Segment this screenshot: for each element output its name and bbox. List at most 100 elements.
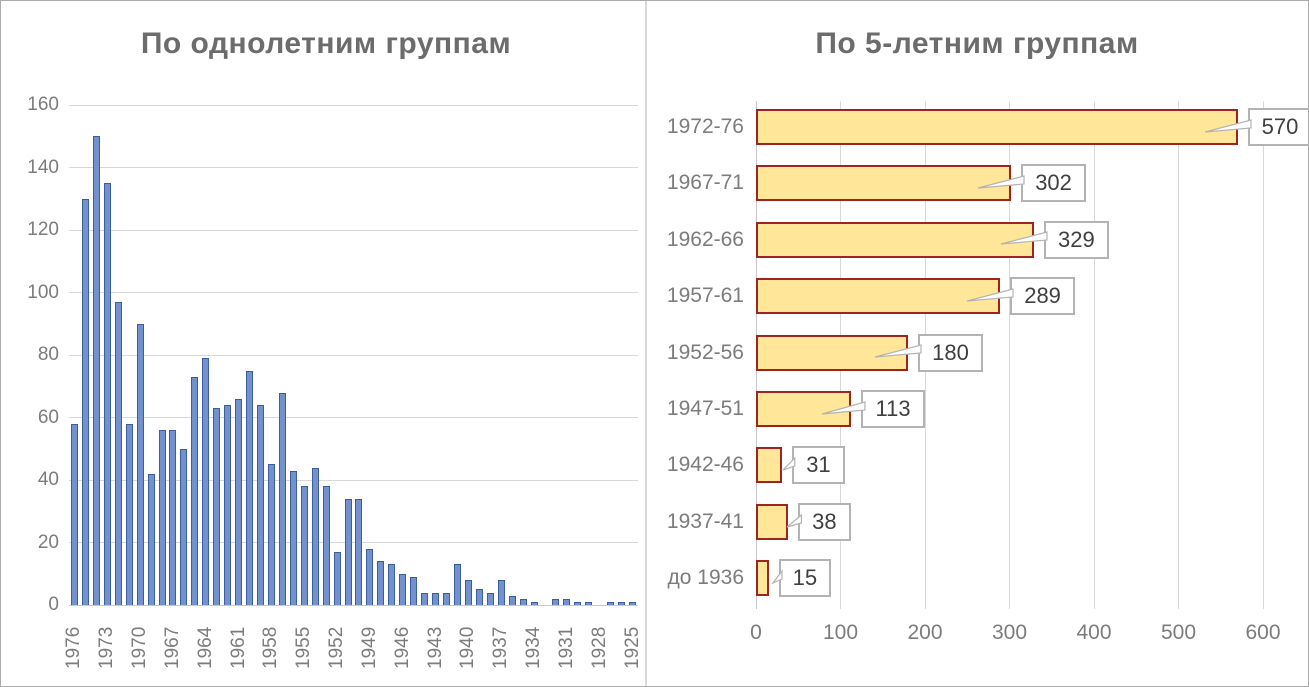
bar-1967 bbox=[169, 430, 177, 605]
hbar-1952-56 bbox=[756, 334, 909, 371]
bar-1971 bbox=[125, 423, 133, 605]
value-callout-до 1936: 15 bbox=[770, 559, 832, 598]
hbar-1942-46 bbox=[756, 447, 783, 484]
bar-1966 bbox=[180, 448, 188, 605]
hbar-1967-71 bbox=[756, 165, 1012, 202]
gridline-y-20 bbox=[69, 542, 638, 543]
bar-1976 bbox=[70, 423, 78, 605]
bar-1946 bbox=[399, 573, 407, 605]
callout-wedge bbox=[1000, 231, 1048, 246]
value-callout-text: 31 bbox=[806, 452, 831, 478]
callout-wedge bbox=[786, 513, 802, 528]
bar-1970 bbox=[136, 323, 144, 605]
x-tick-label-1943: 1943 bbox=[425, 613, 447, 669]
bar-1925 bbox=[629, 601, 637, 605]
bar-1945 bbox=[410, 576, 418, 605]
bar-1937 bbox=[497, 580, 505, 605]
bar-1926 bbox=[618, 601, 626, 605]
x-tick-text: 1973 bbox=[96, 626, 118, 669]
x-tick-label-1949: 1949 bbox=[359, 613, 381, 669]
bar-1944 bbox=[421, 592, 429, 605]
x-tick-label-1928: 1928 bbox=[589, 613, 611, 669]
panel-divider bbox=[645, 1, 647, 686]
bar-1942 bbox=[443, 592, 450, 605]
bar-1956 bbox=[289, 470, 297, 605]
gridline-y-160 bbox=[69, 104, 638, 106]
gridline-y-80 bbox=[69, 354, 638, 356]
category-label-1972-76: 1972-76 bbox=[666, 114, 744, 138]
x-tick-text: 1946 bbox=[391, 626, 413, 669]
x-tick-label-400: 400 bbox=[1076, 621, 1112, 644]
y-tick-label-120: 120 bbox=[27, 219, 59, 240]
value-callout-text: 15 bbox=[792, 565, 818, 591]
hbar-1957-61 bbox=[756, 278, 1001, 315]
y-tick-label-140: 140 bbox=[27, 156, 59, 178]
x-tick-label-1952: 1952 bbox=[326, 613, 348, 669]
bar-1943 bbox=[432, 592, 440, 605]
x-tick-label-300: 300 bbox=[991, 621, 1028, 644]
bar-1947 bbox=[388, 564, 396, 605]
bar-1931 bbox=[563, 598, 571, 605]
bar-1957 bbox=[278, 392, 286, 605]
bar-1954 bbox=[311, 467, 319, 605]
value-callout-text: 302 bbox=[1035, 170, 1072, 196]
x-tick-label-1955: 1955 bbox=[293, 613, 315, 669]
bar-1936 bbox=[508, 595, 516, 605]
bar-1973 bbox=[103, 183, 111, 605]
x-tick-label-1934: 1934 bbox=[523, 613, 545, 669]
category-label-1957-61: 1957-61 bbox=[666, 284, 744, 308]
category-label-1937-41: 1937-41 bbox=[666, 509, 744, 533]
category-label-1952-56: 1952-56 bbox=[666, 340, 744, 364]
hbar-до 1936 bbox=[756, 560, 769, 597]
bar-1953 bbox=[322, 486, 330, 605]
x-tick-label-1958: 1958 bbox=[260, 613, 282, 669]
gridline-x-500 bbox=[1178, 101, 1179, 609]
bar-1963 bbox=[213, 408, 221, 605]
x-tick-label-1976: 1976 bbox=[63, 613, 85, 669]
bar-1965 bbox=[191, 376, 199, 605]
value-callout-text: 570 bbox=[1261, 113, 1299, 139]
x-tick-label-0: 0 bbox=[750, 621, 762, 644]
value-callout-text: 289 bbox=[1024, 283, 1061, 309]
callout-wedge bbox=[821, 400, 866, 415]
value-callout-1947-51: 113 bbox=[821, 389, 925, 428]
chart-panel-five-year: По 5-летним группам 570 302 329 289 180 113 31… bbox=[647, 1, 1308, 686]
bar-1940 bbox=[464, 580, 472, 605]
bar-1974 bbox=[92, 136, 100, 605]
bar-1955 bbox=[300, 486, 308, 605]
gridline-y-140 bbox=[69, 167, 638, 168]
gridline-x-600 bbox=[1262, 101, 1264, 609]
value-callout-text: 329 bbox=[1058, 226, 1095, 252]
bar-1952 bbox=[333, 551, 341, 605]
plot-area-five-year: 570 302 329 289 180 113 31 38 15 bbox=[755, 101, 1308, 609]
x-tick-text: 1961 bbox=[227, 626, 249, 669]
x-tick-text: 1976 bbox=[63, 626, 85, 669]
callout-wedge bbox=[967, 288, 1014, 302]
x-tick-label-1961: 1961 bbox=[228, 613, 250, 669]
x-tick-label-1925: 1925 bbox=[622, 613, 644, 669]
bar-1964 bbox=[202, 358, 210, 605]
callout-wedge bbox=[782, 456, 796, 471]
bar-1929 bbox=[585, 601, 593, 605]
chart-panel-yearly: По однолетним группам 0 20 40 60 80 100 120 140… bbox=[1, 1, 646, 686]
category-label-1962-66: 1962-66 bbox=[666, 227, 744, 251]
bar-1960 bbox=[246, 370, 254, 605]
value-callout-text: 113 bbox=[875, 395, 911, 421]
x-tick-text: 1925 bbox=[621, 626, 643, 669]
callout-wedge bbox=[1204, 118, 1252, 133]
y-tick-label-60: 60 bbox=[37, 406, 59, 428]
value-callout-1942-46: 31 bbox=[782, 446, 845, 485]
category-label-1947-51: 1947-51 bbox=[666, 396, 744, 420]
bar-1961 bbox=[235, 398, 243, 605]
x-tick-text: 1928 bbox=[588, 626, 610, 669]
bar-1938 bbox=[486, 592, 494, 605]
bar-1975 bbox=[81, 198, 89, 605]
bar-1968 bbox=[158, 430, 166, 605]
bar-1958 bbox=[267, 464, 275, 605]
bar-1962 bbox=[224, 405, 232, 605]
gridline-y-60 bbox=[69, 417, 638, 418]
bar-1927 bbox=[607, 601, 615, 605]
gridline-x-300 bbox=[1009, 101, 1010, 609]
y-tick-label-40: 40 bbox=[37, 469, 59, 490]
